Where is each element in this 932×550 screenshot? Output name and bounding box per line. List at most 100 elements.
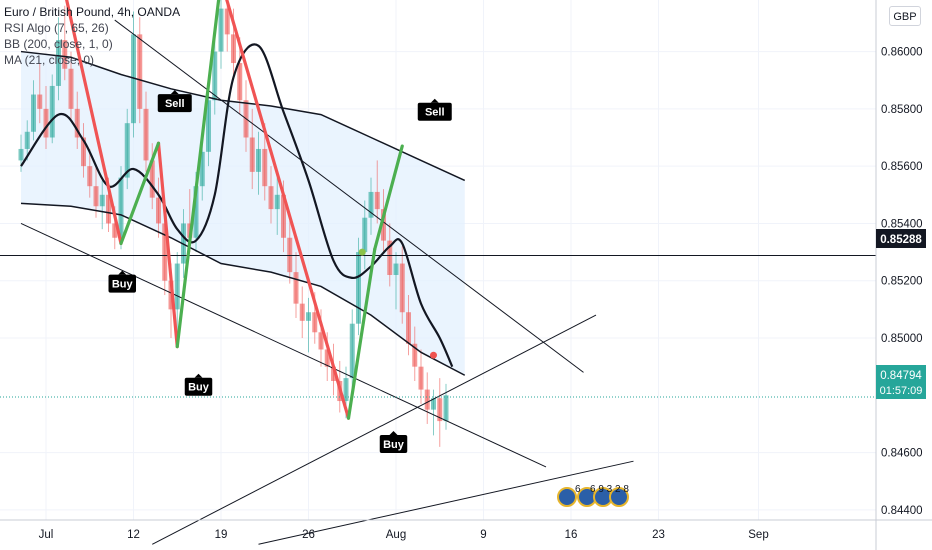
time-tick-label: 16 xyxy=(565,529,578,541)
last-price-label: 0.84794 01:57:09 xyxy=(876,365,926,399)
candle xyxy=(412,326,418,381)
candle xyxy=(431,389,436,436)
green-signal-dot xyxy=(358,248,366,256)
signal-markers xyxy=(358,248,437,359)
candle xyxy=(356,237,361,336)
candle xyxy=(424,372,430,424)
svg-text:Buy: Buy xyxy=(383,439,405,451)
candle xyxy=(62,5,68,81)
candle xyxy=(299,286,305,339)
candle xyxy=(149,143,155,210)
symbol-title[interactable]: Euro / British Pound, 4h, OANDA xyxy=(4,5,181,19)
sell-signal-label: Sell xyxy=(417,98,452,121)
candle xyxy=(349,309,355,390)
svg-text:Buy: Buy xyxy=(112,279,134,291)
horizontal-line xyxy=(0,255,876,398)
indicator-rsi-algo[interactable]: RSI Algo (7, 65, 26) xyxy=(4,21,109,35)
trendline[interactable] xyxy=(20,222,547,468)
zigzag xyxy=(65,0,404,420)
price-axis[interactable]: 0.86000 0.85800 0.85600 0.85400 0.85200 0.850… xyxy=(881,47,923,517)
svg-text:Buy: Buy xyxy=(188,382,210,394)
time-tick-label: 12 xyxy=(127,529,140,541)
zigzag-green-segment xyxy=(346,247,377,420)
buy-signal-label: Buy xyxy=(108,270,136,293)
time-tick-label: Sep xyxy=(748,529,768,541)
candle xyxy=(306,297,311,353)
candle xyxy=(249,108,255,190)
time-tick-label: Jul xyxy=(39,529,54,541)
candle xyxy=(437,378,443,447)
sell-signal-label: Sell xyxy=(157,90,192,113)
candle xyxy=(68,51,74,121)
candle xyxy=(206,85,211,167)
red-signal-dot xyxy=(430,351,437,359)
price-tick-label: 0.84400 xyxy=(881,505,923,517)
trendline[interactable] xyxy=(152,314,597,545)
candle xyxy=(43,85,49,149)
zigzag-red-segment xyxy=(294,236,351,420)
candle xyxy=(87,148,93,198)
candle xyxy=(256,131,261,195)
bb-band-area xyxy=(21,51,465,376)
chart-legend: Euro / British Pound, 4h, OANDA RSI Algo… xyxy=(4,4,180,68)
zigzag-green-segment xyxy=(373,144,404,251)
candle xyxy=(262,123,268,201)
time-tick-label: 9 xyxy=(480,529,486,541)
candle xyxy=(124,108,130,190)
candle xyxy=(293,252,299,318)
candle xyxy=(268,166,274,224)
candle xyxy=(274,177,280,235)
price-tick-label: 0.85800 xyxy=(881,104,923,116)
bollinger-band-lines xyxy=(20,50,466,376)
price-tick-label: 0.85000 xyxy=(881,333,923,345)
candle xyxy=(24,120,30,161)
candle xyxy=(56,17,61,101)
candle xyxy=(31,80,36,141)
zigzag-red-segment xyxy=(225,0,298,240)
zigzag-red-segment xyxy=(156,141,179,349)
time-tick-label: Aug xyxy=(386,529,406,541)
candle xyxy=(81,123,86,178)
ma-line xyxy=(20,43,454,368)
indicator-bb[interactable]: BB (200, close, 1, 0) xyxy=(4,37,113,51)
trendline[interactable] xyxy=(258,460,634,545)
time-tick-label: 23 xyxy=(652,529,665,541)
candle xyxy=(137,17,143,124)
bar-countdown: 01:57:09 xyxy=(880,385,923,397)
economic-events-icon[interactable]: 6 6 9 3 2 8 xyxy=(557,484,629,507)
currency-button[interactable]: GBP xyxy=(889,6,921,26)
candle xyxy=(37,63,43,124)
svg-text:6: 6 xyxy=(575,484,581,495)
horizontal-line-price-label: 0.85288 xyxy=(876,229,926,248)
bollinger-band-fill xyxy=(21,51,465,376)
trendlines xyxy=(20,19,634,545)
candle xyxy=(443,383,449,430)
candle xyxy=(362,200,368,270)
candle xyxy=(418,349,424,404)
indicator-ma[interactable]: MA (21, close, 0) xyxy=(4,53,95,67)
candle xyxy=(93,166,99,218)
trendline[interactable] xyxy=(114,19,584,373)
time-tick-label: 26 xyxy=(302,529,315,541)
svg-text:Sell: Sell xyxy=(425,107,445,119)
zigzag-green-segment xyxy=(119,141,161,246)
candle xyxy=(212,37,218,115)
bb-upper-line xyxy=(20,50,466,182)
buy-signal-label: Buy xyxy=(379,431,408,454)
svg-text:6 9 3 2 8: 6 9 3 2 8 xyxy=(590,484,629,495)
candle xyxy=(387,223,393,287)
buy-signal-label: Buy xyxy=(184,373,213,396)
svg-text:0.84794: 0.84794 xyxy=(880,370,922,382)
time-tick-label: 19 xyxy=(215,529,228,541)
candle xyxy=(287,220,293,284)
price-tick-label: 0.85200 xyxy=(881,276,923,288)
candle xyxy=(74,91,80,149)
bb-lower-line xyxy=(20,202,466,376)
candle xyxy=(156,177,161,238)
candle xyxy=(374,160,380,224)
time-axis[interactable]: Jul 12 19 26 Aug 9 16 23 Sep xyxy=(39,529,769,541)
zigzag-green-segment xyxy=(175,0,221,349)
signal-labels: Sell Buy Buy Sell Buy xyxy=(108,90,452,454)
zigzag-red-segment xyxy=(65,0,123,246)
